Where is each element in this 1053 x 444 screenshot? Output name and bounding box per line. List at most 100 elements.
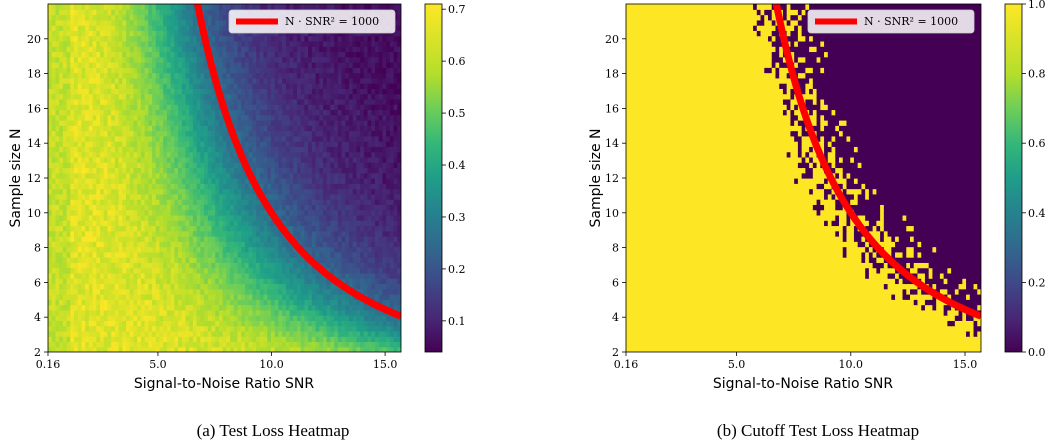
heatmap-cell-a [55, 77, 60, 84]
heatmap-cell-a [155, 262, 161, 269]
heatmap-cell-a [278, 214, 283, 221]
heatmap-cell-a [152, 325, 157, 332]
heatmap-cell-a [304, 183, 309, 190]
heatmap-cell-a [367, 257, 372, 263]
heatmap-cell-a [118, 193, 123, 200]
heatmap-cell-a [352, 251, 358, 258]
heatmap-cell-a [285, 151, 291, 158]
heatmap-cell-a [129, 241, 135, 248]
heatmap-cell-a [259, 162, 265, 169]
heatmap-cell-a [103, 330, 109, 337]
heatmap-cell-a [66, 220, 71, 227]
heatmap-cell-a [129, 83, 135, 89]
heatmap-cell-a [137, 167, 142, 174]
heatmap-cell-a [300, 272, 305, 279]
heatmap-cell-a [200, 236, 205, 242]
heatmap-cell-a [237, 341, 242, 348]
heatmap-cell-a [107, 135, 112, 142]
heatmap-cell-a [308, 267, 313, 274]
heatmap-cell-a [163, 267, 168, 274]
heatmap-cell-a [96, 88, 101, 95]
heatmap-cell-a [319, 209, 324, 216]
heatmap-cell-a [170, 309, 175, 316]
heatmap-cell-a [181, 336, 187, 343]
heatmap-cell-a [144, 88, 149, 95]
heatmap-cell-a [211, 336, 216, 343]
heatmap-cell-a [59, 315, 64, 321]
heatmap-cell-a [371, 283, 376, 290]
heatmap-cell-a [241, 130, 246, 137]
heatmap-cell-a [378, 162, 384, 169]
heatmap-cell-a [393, 336, 398, 343]
heatmap-cell-a [133, 83, 138, 89]
heatmap-cell-a [185, 246, 190, 253]
heatmap-cell-a [207, 346, 213, 352]
heatmap-cell-a [293, 104, 298, 111]
heatmap-cell-a [222, 257, 227, 263]
heatmap-cell-a [48, 146, 53, 153]
heatmap-cell-a [304, 167, 309, 174]
heatmap-cell-a [48, 262, 53, 269]
heatmap-cell-a [367, 262, 372, 269]
heatmap-cell-a [237, 204, 242, 211]
heatmap-cell-a [237, 241, 242, 248]
heatmap-cell-a [196, 267, 201, 274]
heatmap-cell-a [374, 225, 380, 232]
heatmap-cell-a [374, 330, 380, 337]
heatmap-cell-a [263, 336, 268, 343]
heatmap-cell-a [322, 167, 328, 174]
heatmap-cell-a [211, 178, 216, 184]
heatmap-cell-a [308, 146, 313, 153]
heatmap-cell-a [218, 272, 224, 279]
heatmap-cell-a [308, 178, 313, 184]
heatmap-cell-a [77, 299, 83, 306]
heatmap-cell-a [103, 283, 109, 290]
heatmap-cell-a [111, 241, 116, 248]
heatmap-cell-a [196, 172, 201, 179]
heatmap-cell-a [296, 272, 302, 279]
heatmap-cell-a [100, 156, 105, 163]
heatmap-cell-a [319, 88, 324, 95]
heatmap-cell-a [70, 120, 75, 126]
heatmap-cell-a [337, 299, 343, 306]
heatmap-cell-a [189, 283, 194, 290]
heatmap-cell-a [48, 193, 53, 200]
heatmap-cell-a [319, 183, 324, 190]
heatmap-cell-a [363, 251, 369, 258]
heatmap-cell-a [386, 236, 391, 242]
heatmap-cell-a [389, 188, 395, 195]
heatmap-cell-a [92, 93, 97, 100]
heatmap-cell-a [155, 199, 161, 205]
heatmap-cell-a [62, 83, 68, 89]
heatmap-cell-a [96, 225, 101, 232]
heatmap-cell-a [382, 156, 387, 163]
heatmap-cell-a [111, 278, 116, 285]
heatmap-cell-a [81, 135, 86, 142]
heatmap-cell-a [259, 230, 265, 237]
heatmap-cell-a [356, 230, 361, 237]
heatmap-cell-a [204, 146, 209, 153]
heatmap-cell-a [133, 156, 138, 163]
heatmap-cell-a [152, 77, 157, 84]
heatmap-cell-a [126, 214, 131, 221]
heatmap-cell-a [282, 172, 287, 179]
heatmap-cell-a [66, 262, 71, 269]
heatmap-cell-a [374, 88, 380, 95]
heatmap-cell-a [311, 325, 317, 332]
heatmap-cell-a [308, 167, 313, 174]
heatmap-cell-a [256, 114, 261, 121]
heatmap-cell-a [178, 251, 183, 258]
heatmap-cell-a [192, 309, 198, 316]
heatmap-cell-a [319, 230, 324, 237]
heatmap-cell-a [319, 114, 324, 121]
heatmap-cell-a [237, 114, 242, 121]
heatmap-cell-a [133, 167, 138, 174]
heatmap-cell-a [88, 330, 94, 337]
heatmap-cell-a [218, 309, 224, 316]
heatmap-cell-a [278, 199, 283, 205]
heatmap-cell-a [345, 104, 350, 111]
heatmap-cell-a [155, 220, 161, 227]
heatmap-cell-a [215, 288, 220, 295]
heatmap-cell-a [222, 141, 227, 147]
heatmap-cell-a [207, 294, 213, 300]
